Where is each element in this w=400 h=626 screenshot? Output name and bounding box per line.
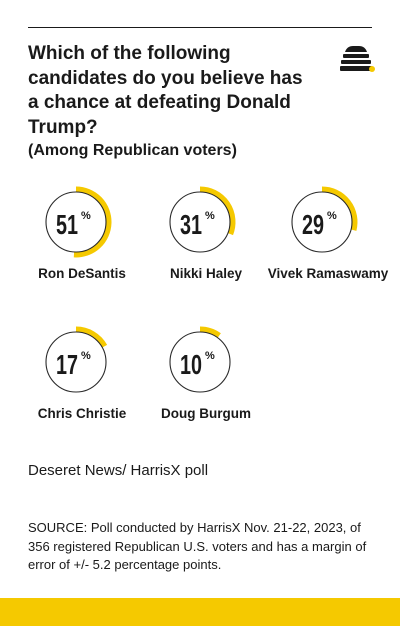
donut-arc-chris-christie xyxy=(75,326,108,349)
donut-ring-vivek-ramaswamy xyxy=(291,191,353,253)
top-divider xyxy=(28,27,372,28)
percent-sign-ron-desantis: % xyxy=(81,210,91,222)
donut-nikki-haley: 31 % Nikki Haley xyxy=(169,186,243,281)
source-note: SOURCE: Poll conducted by HarrisX Nov. 2… xyxy=(28,520,367,572)
value-label-vivek-ramaswamy: 29 xyxy=(302,209,324,240)
donut-doug-burgum: 10 % Doug Burgum xyxy=(161,326,251,421)
chart-subtitle: (Among Republican voters) xyxy=(28,142,237,159)
value-label-chris-christie: 17 xyxy=(56,349,78,380)
donut-ring-chris-christie xyxy=(45,331,107,393)
donut-arc-ron-desantis xyxy=(73,186,112,258)
donut-arc-doug-burgum xyxy=(199,326,221,340)
donut-ron-desantis: 51 % Ron DeSantis xyxy=(38,186,126,281)
value-label-doug-burgum: 10 xyxy=(180,349,202,380)
footer-accent-bar xyxy=(0,598,400,626)
source-label: Deseret News/ HarrisX poll xyxy=(28,462,209,479)
donut-ring-doug-burgum xyxy=(169,331,231,393)
candidate-name-nikki-haley: Nikki Haley xyxy=(170,266,243,281)
candidate-name-vivek-ramaswamy: Vivek Ramaswamy xyxy=(268,266,389,281)
donut-ring-nikki-haley xyxy=(169,191,231,253)
donut-vivek-ramaswamy: 29 % Vivek Ramaswamy xyxy=(268,186,389,281)
percent-sign-nikki-haley: % xyxy=(205,210,215,222)
donut-chris-christie: 17 % Chris Christie xyxy=(38,326,127,421)
percent-sign-chris-christie: % xyxy=(81,350,91,362)
donut-arc-vivek-ramaswamy xyxy=(321,186,358,231)
chart-title: Which of the following candidates do you… xyxy=(28,43,303,138)
percent-sign-vivek-ramaswamy: % xyxy=(327,210,337,222)
donut-arc-nikki-haley xyxy=(199,186,236,236)
candidate-name-doug-burgum: Doug Burgum xyxy=(161,406,251,421)
percent-sign-doug-burgum: % xyxy=(205,350,215,362)
value-label-nikki-haley: 31 xyxy=(180,209,202,240)
candidate-name-ron-desantis: Ron DeSantis xyxy=(38,266,126,281)
beehive-icon xyxy=(340,46,375,72)
donut-chart-grid: 51 % Ron DeSantis 31 % Nikki Haley 29 % Vivek Ra… xyxy=(38,186,389,421)
value-label-ron-desantis: 51 xyxy=(56,209,78,240)
candidate-name-chris-christie: Chris Christie xyxy=(38,406,127,421)
donut-ring-ron-desantis xyxy=(45,191,107,253)
